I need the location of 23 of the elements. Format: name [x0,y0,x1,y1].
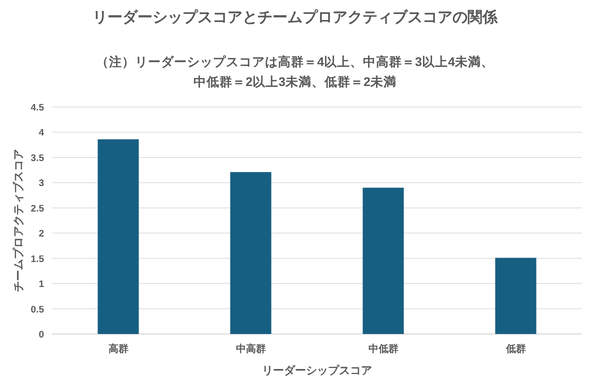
y-tick-label: 2 [38,228,44,240]
y-tick-label: 0 [38,330,44,340]
bar [230,172,272,334]
x-axis-title: リーダーシップスコア [262,364,372,377]
x-tick-label: 高群 [108,343,128,355]
y-tick-label: 1.5 [30,254,45,265]
y-tick-label: 2.5 [30,203,45,214]
bar [362,188,404,334]
y-tick-label: 4 [38,128,45,139]
y-tick-label: 3 [38,178,44,190]
y-tick-label: 0.5 [30,304,45,316]
y-axis-title: チームプロアクティブスコア [12,149,25,292]
bar [98,139,139,334]
text: 中低群＝2以上3未満、低群＝2未満 [194,75,396,89]
x-tick-label: 中低群 [368,343,398,355]
x-tick-label: 低群 [504,343,526,355]
y-tick-label: 3.5 [30,152,45,164]
bar [495,258,536,334]
text: （注）リーダーシップスコアは高群＝4以上、中高群＝3以上4未満、 [96,54,494,69]
y-tick-label: 1 [38,279,45,290]
y-tick-label: 4.5 [30,102,45,114]
chart-title: リーダーシップスコアとチームプロアクティブスコアの関係 [92,9,498,26]
x-tick-label: 中高群 [236,343,266,355]
